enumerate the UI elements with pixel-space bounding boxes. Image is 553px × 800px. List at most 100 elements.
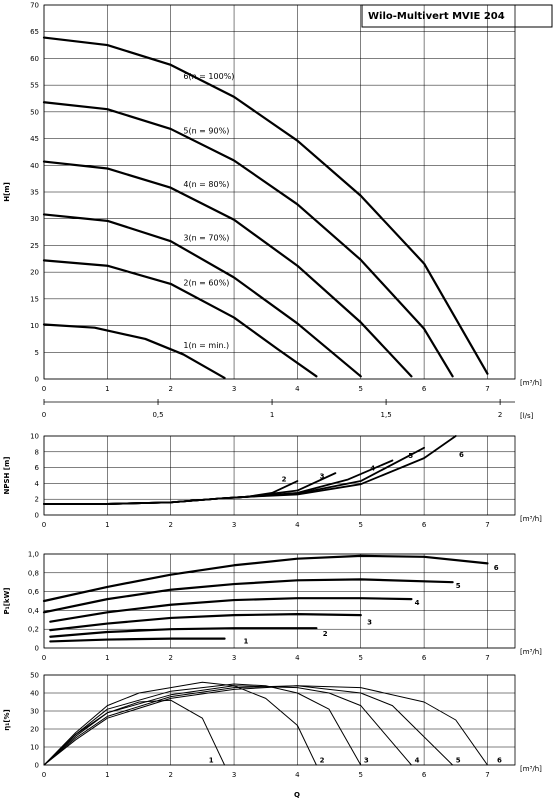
chart-title: Wilo-Multivert MVIE 204 [368, 11, 505, 22]
y-tick-label: 25 [30, 242, 39, 250]
series-label: 3(n = 70%) [183, 233, 229, 242]
series-curve-4 [43, 685, 412, 766]
x-tick-label: 4 [295, 771, 300, 779]
x-unit-label: [m³/h] [520, 765, 542, 773]
series-label: 6 [459, 451, 464, 459]
x-tick-label: 4 [295, 521, 300, 529]
series-label: 2 [323, 630, 328, 638]
y-tick-label: 10 [30, 744, 39, 752]
y-tick-label: 8 [35, 448, 39, 456]
x-tick-label: 0 [42, 385, 46, 393]
y-tick-label: 50 [30, 108, 39, 116]
series-curve-3-n-70- [42, 213, 362, 378]
series-label: 3 [364, 757, 369, 765]
series-label: 3 [367, 619, 372, 627]
panel-3: 0 0,2 0,4 0,6 0,8 1,0 0 1 2 3 4 5 6 7 [m³/h] P₁[kW] 1 2 3 4… [3, 551, 542, 663]
y-tick-label: 4 [35, 480, 40, 488]
y-axis-label: P₁[kW] [3, 588, 11, 615]
series-curve-5 [43, 685, 454, 766]
y-tick-label: 40 [30, 690, 39, 698]
x-tick-label: 7 [485, 521, 489, 529]
secondary-ticks: 0 0,5 1 1,5 2 [42, 399, 502, 419]
y-tick-label: 0,4 [28, 607, 40, 615]
y-tick-label: 0 [35, 645, 39, 653]
x-axis-label: Q [294, 791, 300, 799]
x-unit-label: [m³/h] [520, 379, 542, 387]
series-curve-3 [43, 683, 362, 766]
series-label: 1 [209, 757, 214, 765]
y-tick-label: 5 [35, 349, 39, 357]
y-tick-label: 15 [30, 295, 39, 303]
series-curve-3 [49, 613, 362, 632]
series-label: 3 [320, 473, 325, 481]
x-tick-label: 2 [168, 654, 172, 662]
x-tick-label: 6 [422, 385, 427, 393]
y-tick-label: 55 [30, 82, 39, 90]
series-label: 2 [320, 757, 325, 765]
y-tick-label: 6 [35, 464, 40, 472]
x-tick-label: 4 [295, 385, 300, 393]
series-label: 4 [370, 465, 375, 473]
x-tick-label: 1 [105, 771, 109, 779]
y-axis-label: H[m] [3, 182, 11, 202]
series-curve-2 [49, 627, 318, 638]
series-curve-2 [43, 681, 317, 766]
series-label: 5 [456, 757, 461, 765]
y-tick-label: 0 [35, 376, 39, 384]
y-axis-label: η₁[%] [3, 709, 11, 730]
series-label: 6(n = 100%) [183, 72, 234, 81]
x-tick-label: 3 [232, 521, 236, 529]
y-tick-label: 0 [35, 762, 39, 770]
x-tick-label: 1 [105, 385, 109, 393]
series-label: 2 [282, 476, 287, 484]
x-tick-label: 0 [42, 654, 46, 662]
secondary-tick-label: 1,5 [381, 411, 392, 419]
secondary-tick-label: 2 [498, 411, 502, 419]
x-tick-label: 2 [168, 385, 172, 393]
secondary-unit: [l/s] [520, 412, 534, 420]
series-curve-6-n-100- [42, 36, 489, 375]
title-box: Wilo-Multivert MVIE 204 [361, 4, 553, 28]
series-curve-1-n-min- [42, 323, 226, 380]
x-tick-label: 0 [42, 771, 46, 779]
x-tick-label: 1 [105, 521, 109, 529]
x-tick-label: 5 [359, 771, 363, 779]
series-curve-5 [42, 578, 454, 614]
panel-2: 0 2 4 6 8 10 0 1 2 3 4 5 6 7 [m³/h] NPSH [m] 2 3 4 5 6 [3, 433, 542, 530]
series-curve-1 [49, 637, 226, 643]
x-tick-label: 7 [485, 385, 489, 393]
y-tick-label: 20 [30, 726, 39, 734]
y-tick-label: 40 [30, 162, 39, 170]
x-tick-label: 3 [232, 654, 236, 662]
y-tick-label: 20 [30, 269, 39, 277]
series-curve-6 [42, 554, 489, 603]
x-tick-label: 3 [232, 385, 236, 393]
y-tick-label: 10 [30, 322, 39, 330]
y-tick-label: 45 [30, 135, 39, 143]
series-label: 2(n = 60%) [183, 278, 229, 287]
x-tick-label: 2 [168, 771, 172, 779]
x-tick-label: 0 [42, 521, 46, 529]
series-label: 5(n = 90%) [183, 127, 229, 136]
series-curve-4 [49, 597, 413, 623]
series-label: 5 [456, 582, 461, 590]
x-tick-label: 5 [359, 654, 363, 662]
y-tick-label: 50 [30, 672, 39, 680]
secondary-axis: [l/s] [44, 401, 534, 420]
series-label: 6 [494, 564, 499, 572]
x-tick-label: 7 [485, 654, 489, 662]
series-curve-2-n-60- [42, 259, 318, 378]
series-curve-6 [43, 435, 457, 505]
x-tick-label: 6 [422, 521, 427, 529]
y-tick-label: 0 [35, 512, 39, 520]
y-tick-label: 2 [35, 496, 39, 504]
series-label: 1 [244, 637, 249, 645]
x-tick-label: 1 [105, 654, 109, 662]
series-label: 4(n = 80%) [183, 180, 229, 189]
x-tick-label: 6 [422, 771, 427, 779]
y-tick-label: 0,2 [28, 626, 39, 634]
